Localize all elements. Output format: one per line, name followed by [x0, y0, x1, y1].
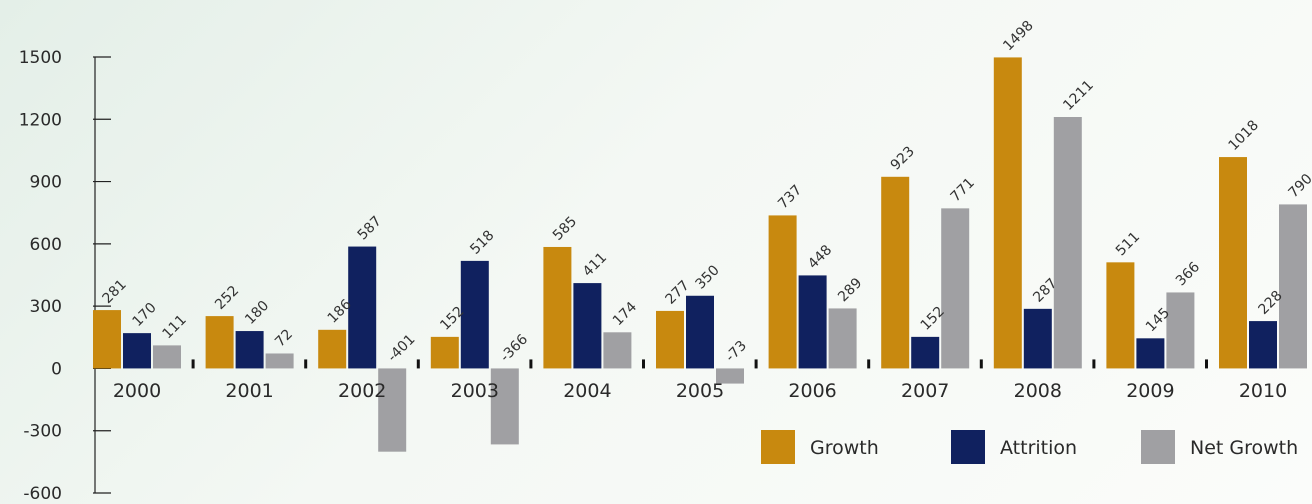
legend-swatch-net-growth: [1141, 430, 1175, 464]
y-tick-label: 600: [30, 235, 62, 255]
bar-net-growth: [828, 308, 857, 369]
legend-label: Net Growth: [1190, 437, 1298, 459]
value-label: 771: [948, 175, 978, 205]
category-separator: [416, 359, 420, 369]
value-label: 790: [1286, 171, 1312, 201]
y-tick-label: 0: [51, 359, 62, 379]
value-label: 111: [160, 312, 190, 342]
bar-attrition: [348, 246, 377, 369]
bar-growth: [430, 336, 459, 369]
value-label: 737: [775, 182, 805, 212]
category-separator: [867, 359, 871, 369]
bar-attrition: [686, 295, 714, 369]
value-label: 411: [580, 250, 610, 280]
y-tick-label: 1500: [19, 48, 62, 68]
bar-net-growth: [716, 368, 744, 384]
value-label: 587: [355, 213, 385, 243]
value-label: 174: [610, 299, 640, 329]
category-label: 2009: [1126, 380, 1174, 402]
category-label: 2001: [225, 380, 273, 402]
value-label: 72: [272, 326, 296, 350]
category-label: 2000: [113, 380, 161, 402]
value-label: 366: [1173, 259, 1203, 289]
bar-growth: [205, 316, 234, 369]
bar-growth: [318, 329, 347, 369]
bar-attrition: [123, 333, 151, 369]
bar-attrition: [1136, 338, 1165, 369]
value-label: 448: [805, 242, 835, 272]
value-label: -73: [723, 338, 750, 365]
bar-net-growth: [490, 368, 519, 445]
value-label: 350: [693, 262, 723, 292]
value-label: 289: [835, 275, 865, 305]
bar-attrition: [235, 331, 264, 369]
category-label: 2007: [901, 380, 949, 402]
bar-growth: [993, 57, 1022, 369]
bar-growth: [768, 215, 797, 369]
category-label: 2006: [788, 380, 836, 402]
value-label: 585: [550, 214, 580, 244]
value-label: 511: [1113, 229, 1143, 259]
legend-label: Growth: [810, 437, 879, 459]
value-label: 180: [242, 298, 272, 328]
y-tick-label: -300: [23, 422, 62, 442]
y-tick-label: 1200: [19, 110, 62, 130]
y-tick-label: -600: [23, 484, 62, 504]
value-label: -366: [497, 331, 531, 365]
bar-growth: [881, 176, 910, 369]
y-tick-label: 300: [30, 297, 62, 317]
value-label: 1211: [1060, 77, 1097, 114]
category-separator: [754, 359, 758, 369]
value-label: 1018: [1226, 117, 1263, 154]
bar-net-growth: [1053, 117, 1082, 369]
bar-attrition: [460, 260, 489, 369]
legend-label: Attrition: [1000, 437, 1077, 459]
legend-swatch-growth: [761, 430, 795, 464]
bar-net-growth: [265, 353, 294, 369]
value-label: 1498: [1000, 18, 1037, 55]
value-label: -401: [385, 331, 419, 365]
bar-growth: [1106, 262, 1135, 369]
bar-net-growth: [153, 345, 181, 369]
bar-attrition: [798, 275, 827, 369]
bar-net-growth: [378, 368, 407, 452]
category-separator: [1092, 359, 1096, 369]
bar-attrition: [1249, 321, 1277, 369]
category-label: 2008: [1014, 380, 1062, 402]
category-label: 2002: [338, 380, 386, 402]
category-label: 2004: [563, 380, 611, 402]
bar-net-growth: [1166, 292, 1195, 369]
value-label: 252: [212, 283, 242, 313]
value-label: 281: [100, 277, 130, 307]
category-separator: [529, 359, 533, 369]
bar-growth: [93, 310, 121, 369]
bar-growth: [1219, 157, 1247, 369]
bar-attrition: [911, 336, 940, 369]
value-label: 518: [467, 227, 497, 257]
bar-growth: [543, 246, 572, 369]
category-label: 2005: [676, 380, 724, 402]
bar-attrition: [1023, 308, 1052, 369]
value-label: 923: [888, 143, 918, 173]
category-label: 2010: [1239, 380, 1287, 402]
bar-growth: [656, 310, 684, 369]
value-label: 170: [130, 300, 160, 330]
bar-attrition: [573, 283, 602, 369]
category-label: 2003: [451, 380, 499, 402]
bar-net-growth: [603, 332, 632, 369]
category-separator: [191, 359, 195, 369]
category-separator: [304, 359, 308, 369]
legend-swatch-attrition: [951, 430, 985, 464]
y-tick-label: 900: [30, 173, 62, 193]
bar-net-growth: [941, 208, 970, 369]
bar-net-growth: [1279, 204, 1307, 369]
category-separator: [1205, 359, 1208, 369]
category-separator: [979, 359, 983, 369]
category-separator: [642, 359, 645, 369]
